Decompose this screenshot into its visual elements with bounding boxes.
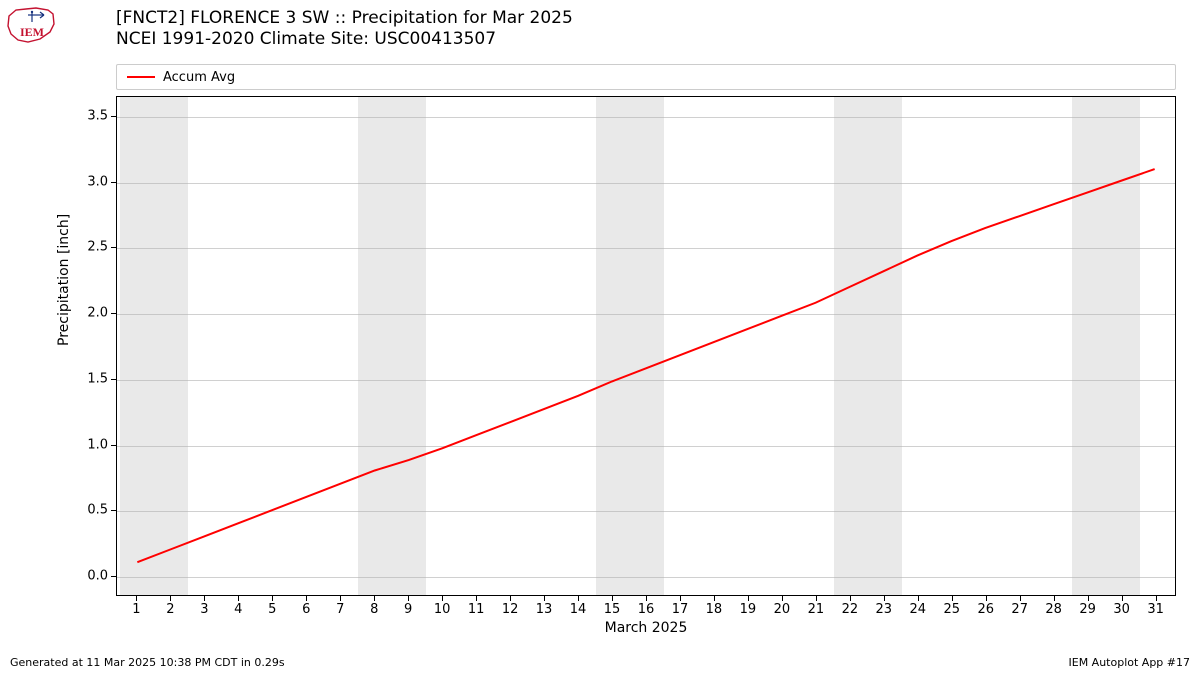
x-tick-label: 22 <box>842 602 859 617</box>
x-tick-label: 16 <box>638 602 655 617</box>
y-tick-mark <box>111 445 116 446</box>
x-tick-mark <box>918 596 919 601</box>
x-tick-label: 31 <box>1147 602 1164 617</box>
x-tick-label: 13 <box>536 602 553 617</box>
x-tick-mark <box>1054 596 1055 601</box>
x-tick-mark <box>748 596 749 601</box>
x-tick-label: 15 <box>604 602 621 617</box>
x-tick-label: 28 <box>1045 602 1062 617</box>
x-tick-label: 7 <box>336 602 344 617</box>
x-tick-mark <box>238 596 239 601</box>
y-tick-label: 1.5 <box>72 371 108 386</box>
x-tick-mark <box>1156 596 1157 601</box>
y-tick-label: 3.5 <box>72 108 108 123</box>
x-tick-label: 18 <box>706 602 723 617</box>
x-tick-label: 4 <box>234 602 242 617</box>
x-tick-label: 14 <box>570 602 587 617</box>
x-tick-mark <box>612 596 613 601</box>
x-tick-mark <box>952 596 953 601</box>
x-tick-label: 29 <box>1079 602 1096 617</box>
y-tick-mark <box>111 379 116 380</box>
plot-region <box>116 96 1176 596</box>
legend-line-swatch <box>127 76 155 78</box>
x-tick-label: 24 <box>910 602 927 617</box>
x-tick-label: 17 <box>672 602 689 617</box>
x-tick-label: 21 <box>808 602 825 617</box>
legend: Accum Avg <box>116 64 1176 90</box>
x-tick-mark <box>170 596 171 601</box>
y-tick-mark <box>111 182 116 183</box>
y-axis-label: Precipitation [inch] <box>56 214 72 346</box>
x-tick-mark <box>578 596 579 601</box>
x-tick-label: 30 <box>1113 602 1130 617</box>
x-tick-label: 19 <box>740 602 757 617</box>
y-tick-mark <box>111 313 116 314</box>
x-tick-mark <box>782 596 783 601</box>
x-tick-mark <box>340 596 341 601</box>
x-tick-mark <box>646 596 647 601</box>
x-tick-label: 8 <box>370 602 378 617</box>
x-tick-mark <box>884 596 885 601</box>
y-tick-label: 2.0 <box>72 306 108 321</box>
y-tick-label: 1.0 <box>72 437 108 452</box>
svg-text:IEM: IEM <box>20 25 44 39</box>
x-tick-mark <box>374 596 375 601</box>
y-tick-label: 3.0 <box>72 174 108 189</box>
x-tick-label: 27 <box>1011 602 1028 617</box>
x-tick-mark <box>850 596 851 601</box>
x-tick-mark <box>306 596 307 601</box>
x-tick-mark <box>714 596 715 601</box>
iem-logo: IEM <box>6 6 56 44</box>
chart-area: Accum Avg <box>116 64 1176 634</box>
title-line-2: NCEI 1991-2020 Climate Site: USC00413507 <box>116 29 573 50</box>
x-tick-mark <box>1122 596 1123 601</box>
y-tick-mark <box>111 510 116 511</box>
x-tick-mark <box>136 596 137 601</box>
y-tick-mark <box>111 116 116 117</box>
x-tick-mark <box>816 596 817 601</box>
x-tick-label: 3 <box>200 602 208 617</box>
x-tick-label: 12 <box>502 602 519 617</box>
x-tick-label: 9 <box>404 602 412 617</box>
x-tick-label: 6 <box>302 602 310 617</box>
x-tick-label: 1 <box>132 602 140 617</box>
x-tick-mark <box>544 596 545 601</box>
x-tick-label: 20 <box>774 602 791 617</box>
x-tick-mark <box>442 596 443 601</box>
series-line <box>117 97 1175 595</box>
y-tick-mark <box>111 576 116 577</box>
x-tick-mark <box>510 596 511 601</box>
x-tick-mark <box>680 596 681 601</box>
x-tick-mark <box>408 596 409 601</box>
x-tick-label: 23 <box>876 602 893 617</box>
x-tick-label: 10 <box>434 602 451 617</box>
x-tick-label: 25 <box>943 602 960 617</box>
x-tick-label: 5 <box>268 602 276 617</box>
x-tick-mark <box>1088 596 1089 601</box>
x-axis-label: March 2025 <box>605 620 688 636</box>
title-line-1: [FNCT2] FLORENCE 3 SW :: Precipitation f… <box>116 8 573 29</box>
y-tick-label: 0.0 <box>72 569 108 584</box>
x-tick-mark <box>1020 596 1021 601</box>
x-tick-mark <box>204 596 205 601</box>
chart-title: [FNCT2] FLORENCE 3 SW :: Precipitation f… <box>116 8 573 51</box>
x-tick-mark <box>986 596 987 601</box>
x-tick-mark <box>476 596 477 601</box>
footer-generated: Generated at 11 Mar 2025 10:38 PM CDT in… <box>10 656 285 669</box>
y-tick-label: 2.5 <box>72 240 108 255</box>
y-tick-mark <box>111 247 116 248</box>
x-tick-label: 11 <box>468 602 485 617</box>
legend-label: Accum Avg <box>163 70 235 85</box>
x-tick-label: 2 <box>166 602 174 617</box>
x-tick-mark <box>272 596 273 601</box>
y-tick-label: 0.5 <box>72 503 108 518</box>
footer-appname: IEM Autoplot App #17 <box>1069 656 1191 669</box>
x-tick-label: 26 <box>977 602 994 617</box>
